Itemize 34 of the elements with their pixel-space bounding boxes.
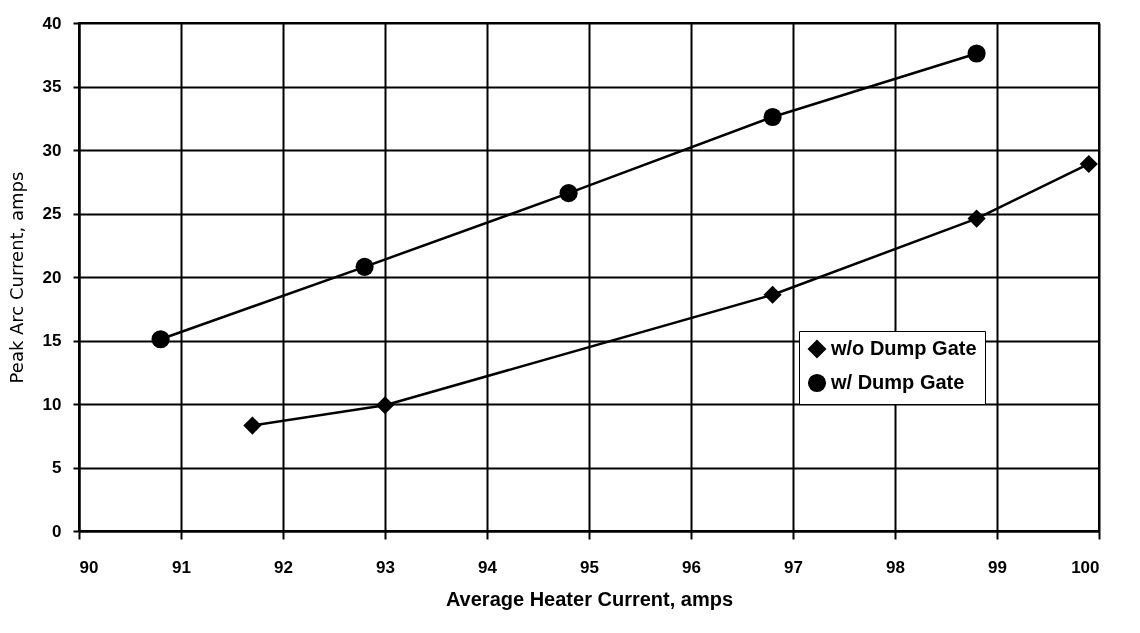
point	[967, 209, 986, 228]
y-tick-label: 40	[42, 13, 62, 33]
point	[375, 396, 395, 415]
y-tick-label: 25	[42, 204, 62, 223]
x-tick-label: 96	[682, 557, 701, 577]
x-tick-label: 95	[580, 557, 599, 577]
y-axis-title: Peak Arc Current, amps	[5, 171, 27, 384]
y-tick-label: 35	[42, 77, 62, 96]
x-tick-label: 97	[784, 557, 803, 577]
y-tick-label: 20	[42, 267, 62, 287]
point	[967, 44, 986, 63]
point	[559, 184, 578, 203]
point	[243, 416, 262, 435]
y-tick-label: 15	[42, 331, 62, 350]
y-tick-label: 5	[52, 458, 62, 477]
y-tick-label: 10	[42, 394, 62, 414]
x-tick-label: 92	[274, 557, 293, 577]
x-tick-label: 93	[376, 557, 395, 577]
point	[1079, 154, 1098, 174]
x-tick-label: 100	[1071, 557, 1100, 577]
x-tick-label: 98	[886, 557, 905, 577]
y-tick-label: 30	[42, 140, 62, 160]
point	[763, 285, 782, 304]
x-tick-label: 99	[988, 557, 1007, 577]
x-axis-title: Average Heater Current, amps	[445, 587, 734, 610]
x-tick-label: 94	[478, 557, 498, 577]
point	[151, 330, 170, 349]
y-tick-label: 0	[52, 521, 62, 541]
point	[763, 107, 782, 127]
x-tick-label: 90	[79, 557, 99, 577]
point	[355, 257, 374, 276]
x-tick-label: 91	[172, 557, 191, 577]
legend-label: w/o Dump Gate	[830, 337, 977, 359]
legend-label: w/ Dump Gate	[830, 371, 965, 393]
